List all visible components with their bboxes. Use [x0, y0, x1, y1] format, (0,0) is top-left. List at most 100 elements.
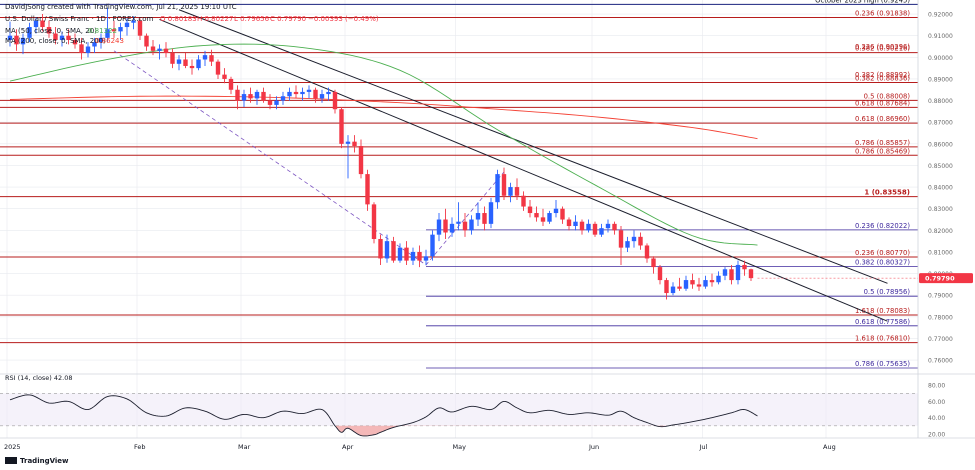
time-tick-label: Aug	[823, 443, 836, 451]
candle-up	[326, 91, 331, 95]
candle-down	[79, 44, 84, 53]
candle-up	[98, 37, 104, 43]
tv-brand: TradingView	[20, 457, 69, 465]
candle-up	[274, 100, 279, 105]
candle-down	[644, 245, 650, 259]
symbol-title[interactable]: U.S. Dollar / Swiss Franc · 1D · FOREX.c…	[5, 15, 154, 23]
candle-up	[254, 91, 260, 99]
candle-down	[521, 195, 526, 207]
rsi-tick-label: 80.00	[928, 383, 945, 390]
axes: 0.92000 0.91000 0.90000 0.89000 0.88000 0.870…	[0, 0, 975, 451]
candle-down	[664, 280, 669, 294]
channel-lower-line	[159, 19, 888, 322]
price-tick-label: 0.92000	[928, 12, 953, 19]
candle-down	[527, 206, 533, 214]
author-line: DavidJSong created with TradingView.com,…	[5, 3, 237, 11]
candle-up	[625, 241, 630, 248]
candle-down	[378, 238, 383, 259]
candle-down	[14, 35, 19, 45]
price-tick-label: 0.77000	[928, 336, 953, 343]
candle-down	[560, 208, 565, 220]
ma200-legend[interactable]: MA (200, close, 0, SMA, 200)	[5, 37, 106, 45]
price-tick-label: 0.85000	[928, 163, 953, 170]
ma50-legend[interactable]: MA (50, close, 0, SMA, 20)	[5, 27, 97, 35]
price-tick-label: 0.90000	[928, 55, 953, 62]
candle-down	[417, 251, 422, 261]
candle-down	[657, 267, 663, 281]
candle-down	[404, 247, 409, 261]
ma200-line	[9, 95, 758, 140]
candle-down	[215, 61, 221, 75]
candle-up	[345, 141, 351, 144]
fib-level-label: 0.236 (0.80770)	[855, 249, 910, 257]
fib-level-label: 0.786 (0.85469)	[855, 147, 910, 155]
candle-up	[196, 59, 201, 69]
candle-up	[547, 213, 552, 222]
candle-down	[339, 109, 344, 144]
candlesticks[interactable]	[7, 7, 754, 300]
time-tick-label: Jun	[588, 443, 599, 451]
ma50-value: 0.81322	[88, 27, 117, 35]
candle-down	[170, 52, 175, 64]
last-price-label: 0.79790	[925, 275, 955, 283]
candle-down	[391, 241, 396, 261]
candle-down	[209, 55, 214, 62]
candle-up	[449, 223, 455, 233]
fib-level-label: 1.618 (0.76810)	[855, 335, 910, 343]
fib-level-label: 1.618 (0.78083)	[855, 307, 910, 315]
ohlc-high: H 0.80227	[197, 15, 233, 23]
price-tick-label: 0.79000	[928, 293, 953, 300]
ohlc-change: −0.00393 (−0.49%)	[308, 15, 379, 23]
ma200-value: 0.86243	[95, 37, 124, 45]
last-price-badge	[919, 273, 973, 284]
candle-up	[59, 35, 65, 41]
candle-up	[92, 42, 97, 47]
candle-up	[488, 202, 494, 224]
candle-up	[410, 251, 416, 261]
candle-up	[599, 228, 604, 235]
candle-up	[430, 234, 435, 257]
fibonacci-levels: October 2023 high (0.9245) 0.236 (0.91838…	[0, 0, 918, 369]
candle-up	[384, 241, 390, 259]
candle-down	[651, 258, 656, 268]
candle-up	[306, 89, 312, 92]
candle-up	[456, 221, 461, 224]
price-tick-label: 0.83000	[928, 206, 953, 213]
candle-down	[358, 145, 364, 175]
candle-down	[579, 221, 585, 231]
candle-down	[618, 230, 624, 248]
fib-level-label: 0.382 (0.88836)	[855, 74, 910, 82]
fib-level-label: 0.5 (0.78956)	[864, 288, 911, 296]
time-tick-label: May	[453, 443, 467, 451]
candle-down	[677, 286, 682, 289]
candle-up	[241, 94, 247, 101]
candle-down	[144, 35, 149, 47]
ohlc-low: L 0.79656	[234, 15, 270, 23]
candle-up	[508, 187, 513, 196]
time-tick-label: Mar	[238, 443, 251, 451]
candle-down	[462, 221, 468, 231]
fib-level-label: 0.618 (0.77586)	[855, 318, 910, 326]
time-tick-label: 2025	[4, 443, 21, 451]
candle-up	[300, 91, 305, 95]
candle-up	[631, 236, 637, 242]
rsi-pane: 80.00 60.00 40.00 20.00 RSI (14, close) 42.0…	[0, 374, 945, 438]
candle-down	[222, 74, 227, 79]
candle-down	[53, 33, 58, 41]
candle-up	[423, 256, 429, 261]
candle-up	[436, 219, 442, 235]
price-tick-label: 0.91000	[928, 33, 953, 40]
candle-up	[33, 20, 39, 28]
fib-level-label: 0.786 (0.85857)	[855, 139, 910, 147]
candle-down	[690, 280, 695, 285]
channel-upper-line	[178, 9, 888, 284]
candle-up	[735, 264, 741, 281]
fib-level-label: 0.618 (0.86960)	[855, 115, 910, 123]
candle-up	[105, 29, 110, 38]
candle-up	[124, 22, 130, 28]
candle-up	[495, 174, 500, 203]
candle-down	[72, 40, 78, 45]
candle-down	[313, 89, 318, 99]
candle-down	[46, 27, 52, 34]
moving-averages	[9, 43, 758, 246]
